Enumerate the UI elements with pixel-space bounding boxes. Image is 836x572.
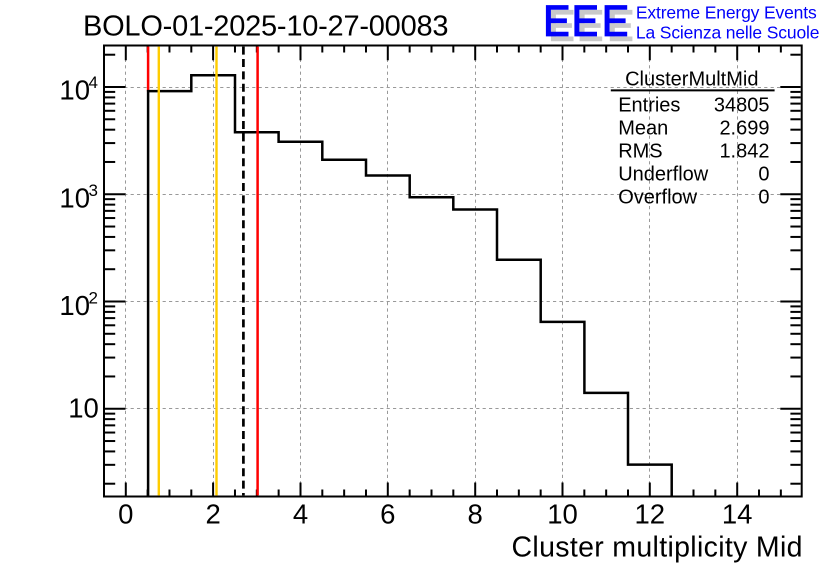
svg-text:Mean: Mean bbox=[618, 118, 668, 140]
svg-text:2: 2 bbox=[89, 289, 98, 308]
svg-text:0: 0 bbox=[758, 186, 769, 208]
svg-text:10: 10 bbox=[547, 499, 578, 530]
svg-text:2.699: 2.699 bbox=[719, 118, 769, 140]
svg-text:RMS: RMS bbox=[618, 140, 662, 162]
svg-text:0: 0 bbox=[118, 499, 133, 530]
svg-text:3: 3 bbox=[89, 181, 98, 200]
svg-text:ClusterMultMid: ClusterMultMid bbox=[625, 68, 758, 90]
svg-text:12: 12 bbox=[635, 499, 666, 530]
svg-text:4: 4 bbox=[293, 499, 308, 530]
svg-text:10: 10 bbox=[59, 183, 90, 214]
svg-text:34805: 34805 bbox=[714, 94, 770, 116]
svg-text:Entries: Entries bbox=[618, 94, 680, 116]
svg-text:Underflow: Underflow bbox=[618, 163, 709, 185]
svg-text:6: 6 bbox=[380, 499, 395, 530]
svg-text:Extreme Energy Events: Extreme Energy Events bbox=[636, 3, 817, 23]
svg-text:10: 10 bbox=[59, 74, 90, 105]
svg-text:2: 2 bbox=[205, 499, 220, 530]
svg-text:La Scienza nelle Scuole: La Scienza nelle Scuole bbox=[636, 22, 820, 42]
svg-text:Overflow: Overflow bbox=[618, 186, 697, 208]
svg-text:BOLO-01-2025-10-27-00083: BOLO-01-2025-10-27-00083 bbox=[83, 10, 449, 42]
svg-text:4: 4 bbox=[89, 73, 98, 92]
svg-text:10: 10 bbox=[68, 393, 99, 424]
svg-text:10: 10 bbox=[59, 290, 90, 321]
svg-text:8: 8 bbox=[468, 499, 483, 530]
svg-text:14: 14 bbox=[722, 499, 753, 530]
svg-text:Cluster multiplicity Mid: Cluster multiplicity Mid bbox=[512, 532, 803, 564]
svg-text:0: 0 bbox=[758, 163, 769, 185]
svg-text:1.842: 1.842 bbox=[719, 140, 769, 162]
